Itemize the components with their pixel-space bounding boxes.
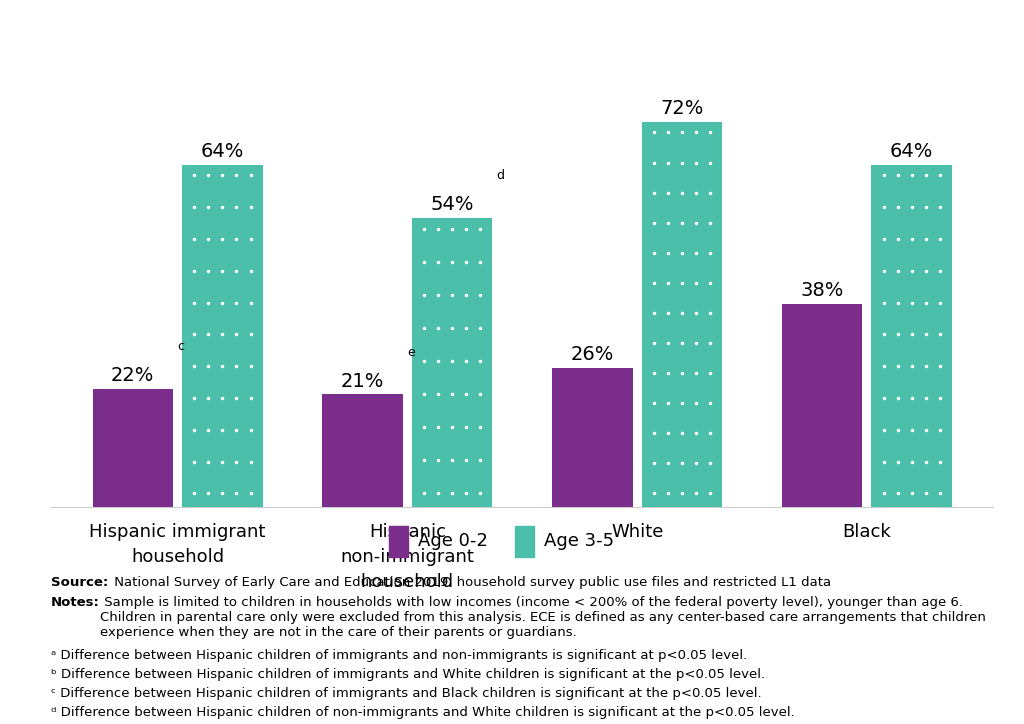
Text: 72%: 72% bbox=[660, 99, 703, 118]
Text: Age 0-2: Age 0-2 bbox=[418, 532, 487, 550]
Text: ᵃ Difference between Hispanic children of immigrants and non-immigrants is signi: ᵃ Difference between Hispanic children o… bbox=[51, 649, 748, 662]
FancyBboxPatch shape bbox=[515, 526, 534, 557]
Text: Age 3-5: Age 3-5 bbox=[544, 532, 613, 550]
Text: e: e bbox=[407, 345, 415, 358]
Text: Source:: Source: bbox=[51, 576, 109, 589]
Text: 26%: 26% bbox=[570, 345, 614, 364]
Bar bbox=[552, 368, 633, 507]
Text: 64%: 64% bbox=[201, 142, 244, 161]
Bar bbox=[871, 164, 952, 507]
Text: 22%: 22% bbox=[111, 366, 155, 385]
Text: c: c bbox=[177, 340, 184, 353]
Text: ᵈ Difference between Hispanic children of non-immigrants and White children is s: ᵈ Difference between Hispanic children o… bbox=[51, 706, 795, 719]
Text: Sample is limited to children in households with low incomes (income < 200% of t: Sample is limited to children in househo… bbox=[100, 596, 986, 639]
Text: d: d bbox=[497, 169, 505, 182]
Text: 54%: 54% bbox=[430, 195, 474, 214]
Text: National Survey of Early Care and Education 2019, household survey public use fi: National Survey of Early Care and Educat… bbox=[110, 576, 830, 589]
Bar bbox=[182, 164, 262, 507]
Text: 38%: 38% bbox=[801, 281, 844, 300]
Text: ᵇ Difference between Hispanic children of immigrants and White children is signi: ᵇ Difference between Hispanic children o… bbox=[51, 668, 765, 681]
Bar bbox=[642, 122, 722, 507]
Text: 64%: 64% bbox=[890, 142, 934, 161]
Bar bbox=[782, 303, 862, 507]
Bar bbox=[92, 390, 173, 507]
Bar bbox=[323, 395, 402, 507]
Text: 21%: 21% bbox=[341, 371, 384, 391]
FancyBboxPatch shape bbox=[389, 526, 408, 557]
Bar bbox=[412, 218, 493, 507]
Text: ᶜ Difference between Hispanic children of immigrants and Black children is signi: ᶜ Difference between Hispanic children o… bbox=[51, 687, 762, 700]
Text: Notes:: Notes: bbox=[51, 596, 100, 609]
